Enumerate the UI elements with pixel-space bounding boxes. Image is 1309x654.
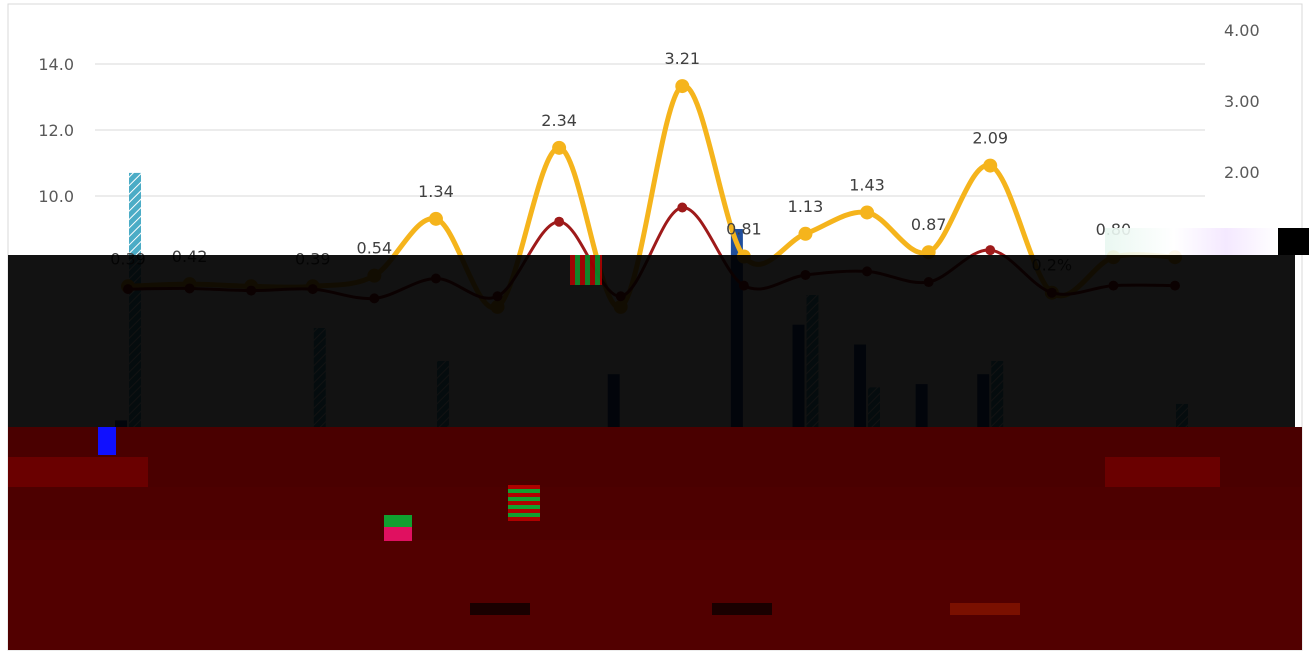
- corrupted-block-bottom-center: [470, 603, 530, 615]
- corrupted-block-right: [1105, 457, 1220, 487]
- corrupted-band-black: [8, 255, 1295, 427]
- corrupted-black-corner: [1278, 228, 1309, 255]
- secondary-y-tick-label: 2.00: [1224, 163, 1260, 182]
- y-axis-ticks: 14.0 12.0 10.0: [38, 55, 74, 206]
- line-point: [554, 216, 565, 227]
- line-point: [428, 211, 443, 226]
- y-tick-label: 10.0: [38, 187, 74, 206]
- corrupted-pixel-red-green: [508, 485, 540, 521]
- corrupted-band-red-stripe: [8, 540, 1302, 650]
- corrupted-pixel-magenta: [384, 527, 412, 541]
- data-label: 1.34: [418, 182, 454, 201]
- corrupted-block-left: [8, 457, 148, 487]
- y-tick-label: 12.0: [38, 121, 74, 140]
- data-label: 0.81: [726, 219, 762, 238]
- line-point: [985, 245, 996, 256]
- y-tick-label: 14.0: [38, 55, 74, 74]
- corrupted-block-bottom-mid: [712, 603, 772, 615]
- corrupted-pixel-blue: [98, 427, 116, 455]
- corrupted-pixel-top: [570, 255, 602, 285]
- secondary-y-tick-label: 4.00: [1224, 21, 1260, 40]
- data-label: 2.34: [541, 111, 577, 130]
- corrupted-band-maroon: [8, 427, 1302, 487]
- line-point: [675, 79, 690, 94]
- data-label: 3.21: [664, 49, 700, 68]
- line-point: [983, 158, 998, 173]
- line-point: [798, 226, 813, 241]
- line-point: [552, 140, 567, 155]
- data-label: 1.13: [788, 197, 824, 216]
- corrupted-pixel-green: [384, 515, 412, 527]
- line-point: [677, 202, 688, 213]
- line-point: [860, 205, 875, 220]
- data-label: 0.54: [357, 239, 393, 258]
- corrupted-block-bottom-right: [950, 603, 1020, 615]
- data-label: 1.43: [849, 175, 885, 194]
- corrupted-legend-fragment: [1105, 228, 1278, 255]
- data-label: 2.09: [972, 129, 1008, 148]
- data-label: 0.87: [911, 215, 947, 234]
- secondary-y-tick-label: 3.00: [1224, 92, 1260, 111]
- secondary-y-axis-ticks: 4.00 3.00 2.00: [1224, 21, 1260, 182]
